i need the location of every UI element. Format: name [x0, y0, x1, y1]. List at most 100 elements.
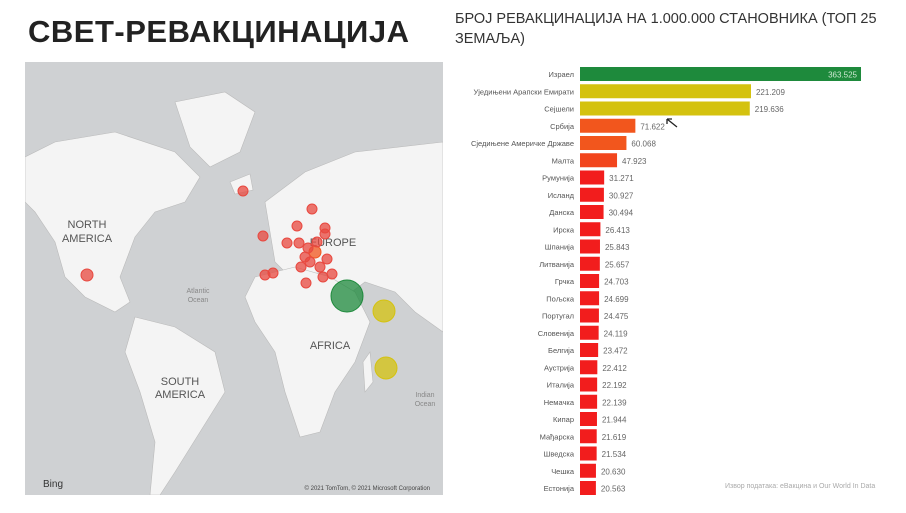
- bar: [580, 256, 600, 271]
- data-label: 24.119: [604, 329, 628, 338]
- data-label: 23.472: [603, 347, 628, 356]
- world-map[interactable]: NORTH AMERICA SOUTH AMERICA EUROPE AFRIC…: [24, 62, 444, 496]
- country-bubble[interactable]: [295, 261, 307, 273]
- label-atlantic-2: Ocean: [188, 297, 209, 304]
- bar: [580, 170, 605, 185]
- data-label: 221.209: [756, 88, 785, 97]
- bar: [580, 67, 861, 81]
- country-bubble[interactable]: [321, 253, 333, 265]
- data-label: 20.630: [601, 467, 626, 476]
- bar: [580, 118, 636, 133]
- country-bubble[interactable]: [291, 220, 303, 232]
- map-copyright: © 2021 TomTom, © 2021 Microsoft Corporat…: [305, 485, 430, 492]
- category-label: Италија: [547, 381, 575, 390]
- category-label: Шведска: [543, 450, 574, 459]
- bing-logo: Bing: [43, 479, 63, 490]
- category-label: Ирска: [553, 225, 575, 234]
- label-indian: Indian: [415, 392, 434, 399]
- data-label: 25.657: [605, 260, 630, 269]
- bar: [580, 239, 600, 254]
- bar: [580, 136, 627, 150]
- label-atlantic: Atlantic: [187, 288, 210, 295]
- chart-title: БРОЈ РЕВАКЦИНАЦИЈА НА 1.000.000 СТАНОВНИ…: [455, 11, 877, 47]
- category-label: Мађарска: [540, 432, 575, 441]
- label-south-america: SOUTH: [161, 376, 200, 388]
- category-label: Кипар: [553, 415, 574, 424]
- page-title: СВЕТ-РЕВАКЦИНАЦИЈА: [28, 14, 410, 49]
- category-label: Сједињене Америчке Државе: [471, 139, 574, 148]
- data-label: 30.494: [609, 209, 634, 218]
- data-label: 21.534: [602, 450, 627, 459]
- category-label: Шпанија: [545, 243, 575, 252]
- country-bubble[interactable]: [257, 230, 269, 242]
- label-north-america-2: AMERICA: [62, 233, 113, 245]
- country-bubble[interactable]: [326, 268, 338, 280]
- category-label: Исланд: [548, 191, 575, 200]
- category-label: Португал: [542, 312, 574, 321]
- bar: [580, 153, 618, 168]
- country-bubble[interactable]: [319, 222, 331, 234]
- data-label: 22.139: [602, 398, 627, 407]
- data-label: 20.563: [601, 485, 626, 494]
- category-label: Израел: [549, 70, 574, 79]
- category-label: Чешка: [551, 467, 575, 476]
- category-label: Литванија: [539, 260, 575, 269]
- category-label: Малта: [552, 156, 575, 165]
- country-bubble[interactable]: [374, 356, 398, 380]
- category-label: Словенија: [538, 329, 575, 338]
- bar: [580, 463, 596, 478]
- category-label: Србија: [550, 122, 575, 131]
- data-label: 26.413: [605, 226, 630, 235]
- category-label: Румунија: [542, 174, 575, 183]
- country-bubble[interactable]: [314, 261, 326, 273]
- country-bubble[interactable]: [311, 236, 323, 248]
- data-label: 363.525: [828, 71, 857, 80]
- country-bubble[interactable]: [293, 237, 305, 249]
- label-north-america: NORTH: [68, 219, 107, 231]
- data-label: 24.475: [604, 312, 629, 321]
- bar: [580, 446, 597, 461]
- bar: [580, 394, 598, 409]
- bar: [580, 274, 600, 288]
- bar: [580, 101, 750, 116]
- country-bubble[interactable]: [372, 299, 396, 323]
- category-label: Данска: [549, 208, 575, 217]
- category-label: Естонија: [544, 484, 575, 493]
- data-label: 30.927: [609, 191, 634, 200]
- data-label: 219.636: [755, 105, 784, 114]
- data-label: 47.923: [622, 157, 647, 166]
- bar: [580, 377, 598, 392]
- data-label: 71.622: [640, 122, 665, 131]
- label-south-america-2: AMERICA: [155, 389, 206, 401]
- country-bubble[interactable]: [259, 269, 271, 281]
- bar: [580, 205, 604, 219]
- country-bubble[interactable]: [306, 203, 318, 215]
- cursor-arrow-icon: [666, 118, 678, 128]
- category-label: Грчка: [555, 277, 575, 286]
- source-note: Извор података: еВакцина и Our World In …: [725, 483, 876, 490]
- data-label: 24.703: [604, 278, 629, 287]
- bar: [580, 222, 601, 237]
- country-bubble[interactable]: [300, 277, 312, 289]
- land-shapes: [24, 91, 444, 496]
- country-bubble[interactable]: [304, 256, 316, 268]
- category-label: Уједињени Арапски Емирати: [473, 87, 574, 96]
- category-label: Аустрија: [544, 363, 575, 372]
- country-bubble[interactable]: [330, 279, 364, 313]
- country-bubble[interactable]: [317, 271, 329, 283]
- bar-chart: Израел 363.525 Уједињени Арапски Емирати 22…: [471, 67, 861, 495]
- bar: [580, 360, 598, 375]
- country-bubble[interactable]: [80, 268, 94, 282]
- country-bubble[interactable]: [302, 242, 314, 254]
- bar: [580, 412, 597, 426]
- data-label: 25.843: [605, 243, 630, 252]
- data-label: 22.192: [602, 381, 627, 390]
- country-bubble[interactable]: [237, 185, 249, 197]
- bar: [580, 481, 596, 495]
- data-label: 24.699: [604, 295, 629, 304]
- category-label: Белгија: [548, 346, 575, 355]
- country-bubble[interactable]: [281, 237, 293, 249]
- label-africa: AFRICA: [310, 340, 351, 352]
- data-label: 60.068: [631, 140, 656, 149]
- data-label: 31.271: [609, 174, 634, 183]
